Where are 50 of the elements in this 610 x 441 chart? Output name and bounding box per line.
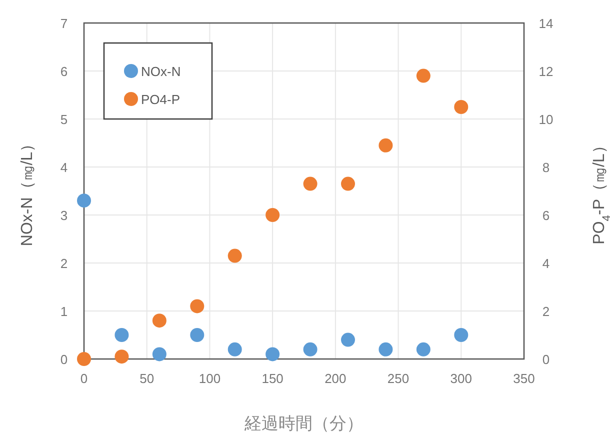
x-tick-label: 350: [513, 371, 535, 386]
point: [416, 342, 430, 356]
point: [454, 100, 468, 114]
point: [303, 176, 318, 191]
y2-tick-label: 10: [538, 112, 554, 127]
point: [266, 208, 280, 222]
y-tick-label: 5: [60, 112, 68, 127]
x-axis-title: 経過時間（分）: [244, 414, 364, 433]
point: [378, 138, 393, 152]
point: [152, 347, 166, 362]
y-axis-title: NOx-N（㎎/L）: [19, 136, 36, 246]
x-tick-label: 100: [198, 371, 221, 386]
y-tick-label: 2: [60, 256, 68, 271]
point: [228, 342, 242, 356]
point: [114, 350, 129, 364]
y2-tick-label: 2: [542, 304, 550, 319]
point: [77, 352, 91, 366]
y-tick-label: 4: [60, 160, 68, 175]
y2-tick-label: 14: [538, 16, 554, 31]
point: [228, 248, 242, 263]
legend-label: NOx-N: [141, 64, 181, 79]
point: [416, 68, 430, 83]
x-tick-label: 0: [80, 371, 88, 386]
point: [266, 347, 280, 362]
y-tick-label: 1: [60, 304, 68, 319]
point: [341, 332, 355, 347]
point: [114, 328, 129, 342]
x-tick-label: 250: [387, 371, 410, 386]
point: [190, 328, 204, 342]
y2-tick-label: 8: [542, 160, 550, 175]
legend-label: PO4-P: [141, 92, 180, 107]
point: [303, 342, 318, 356]
x-tick-label: 200: [324, 371, 346, 386]
point: [77, 194, 91, 208]
y2-tick-label: 0: [542, 352, 550, 367]
point: [152, 314, 166, 328]
point: [454, 328, 468, 342]
y-tick-label: 7: [60, 16, 68, 31]
y2-tick-label: 6: [542, 208, 550, 223]
y-tick-label: 3: [60, 208, 68, 223]
x-tick-label: 300: [450, 371, 472, 386]
x-tick-label: 150: [262, 371, 284, 386]
point: [378, 342, 393, 356]
y2-tick-label: 12: [538, 64, 554, 79]
y-tick-label: 0: [60, 352, 68, 367]
x-tick-label: 50: [140, 371, 154, 386]
y-tick-label: 6: [60, 64, 68, 79]
point: [341, 176, 355, 191]
y2-tick-label: 4: [542, 256, 550, 271]
point: [190, 299, 204, 314]
